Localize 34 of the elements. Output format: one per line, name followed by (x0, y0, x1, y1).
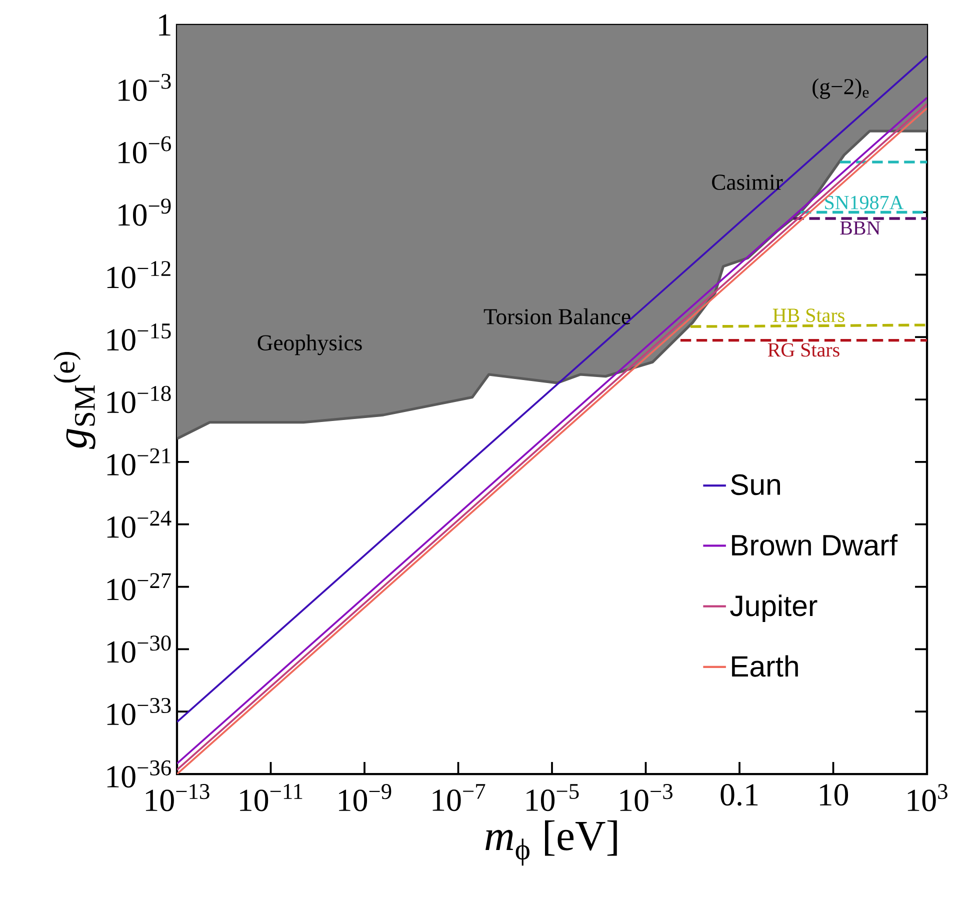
y-axis-title: g$_{SM}$(e) (54, 352, 96, 449)
x-tick-label: 10 (820, 784, 848, 806)
x-axis-title: m$_{ϕ}$ [eV] (486, 820, 617, 866)
series-label: HB Stars (772, 308, 844, 322)
legend-label: Jupiter (730, 594, 818, 622)
x-tick-label: 10$^{−11}$ (240, 784, 302, 812)
y-tick-label: 10$^{−27}$ (107, 573, 171, 600)
legend-label: Earth (732, 655, 798, 677)
x-tick-label: 10$^{3}$ (908, 784, 948, 812)
annotation: Casimir (712, 174, 783, 190)
series-label: SN1987A (825, 196, 904, 210)
legend-label: Sun (731, 474, 780, 496)
y-tick-label: 10$^{−6}$ (118, 136, 171, 164)
y-tick-label: 10$^{−21}$ (107, 448, 170, 476)
y-tick-label: 10$^{−30}$ (107, 636, 171, 663)
y-tick-label: 10$^{−12}$ (107, 261, 170, 288)
y-tick-label: 10$^{−33}$ (107, 698, 171, 726)
y-tick-label: 1 (159, 14, 170, 36)
x-tick-label: 10$^{−9}$ (339, 784, 392, 812)
x-tick-label: 10$^{−7}$ (432, 784, 486, 812)
y-tick-label: 10$^{−18}$ (107, 386, 171, 414)
annotation: (g−2)$_{e}$ (812, 78, 869, 99)
x-tick-label: 10$^{−3}$ (620, 784, 672, 812)
legend-label: Brown Dwarf (732, 534, 898, 556)
y-tick-label: 10$^{−9}$ (118, 198, 171, 226)
annotation: Torsion Balance (484, 308, 630, 324)
x-tick-label: 0.1 (720, 784, 758, 806)
annotation: Geophysics (258, 334, 362, 356)
y-tick-label: 10$^{−24}$ (107, 510, 172, 538)
y-tick-label: 10$^{−3}$ (118, 74, 171, 102)
series-label: RG Stars (768, 343, 840, 357)
x-tick-label: 10$^{−5}$ (526, 784, 579, 812)
y-tick-label: 10$^{−15}$ (107, 324, 171, 351)
series-label: BBN (840, 221, 880, 235)
